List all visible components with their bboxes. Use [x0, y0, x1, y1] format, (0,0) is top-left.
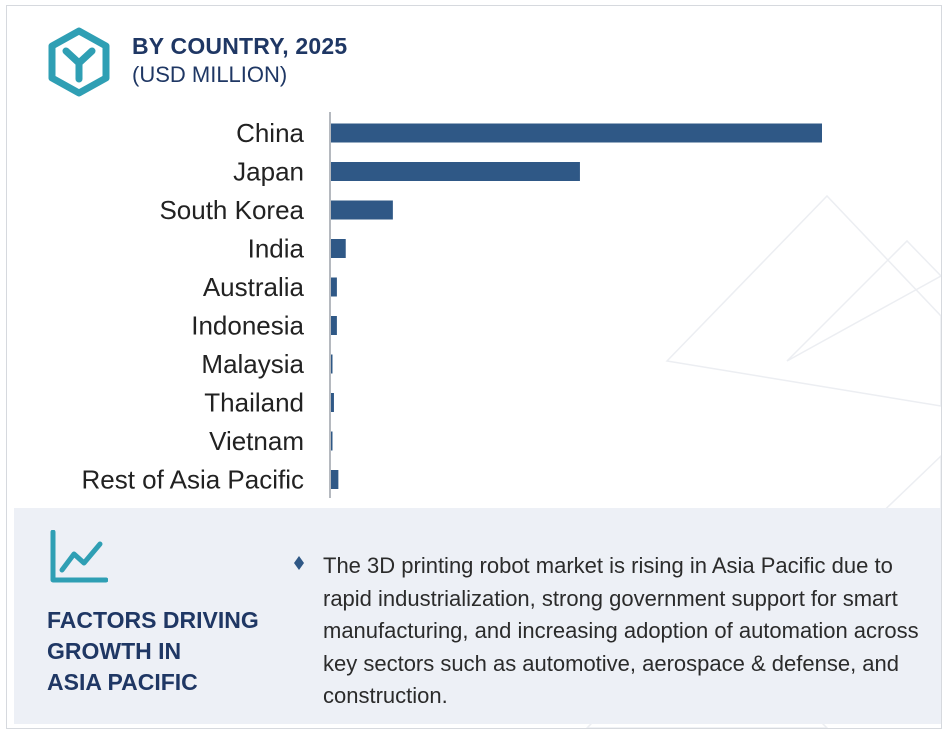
bar-malaysia [331, 354, 333, 374]
trend-chart-icon [50, 530, 108, 583]
category-label: Australia [203, 272, 305, 302]
category-label: Indonesia [191, 311, 304, 341]
category-label: Malaysia [201, 349, 304, 379]
chart-title: BY COUNTRY, 2025 [132, 33, 348, 59]
bar-chart: China Japan South Korea India Australia Indon… [81, 112, 822, 498]
factors-title-line: FACTORS DRIVING [47, 607, 259, 633]
factors-description: The 3D printing robot market is rising i… [323, 553, 919, 708]
category-label: India [248, 234, 305, 264]
bar-australia [331, 277, 337, 297]
hexagon-y-icon [48, 27, 110, 97]
chart-card: BY COUNTRY, 2025 (USD MILLION) China Japa… [6, 5, 942, 729]
factors-title: FACTORS DRIVING GROWTH IN ASIA PACIFIC [47, 605, 277, 698]
bar-indonesia [331, 316, 337, 335]
bar-japan [331, 162, 580, 181]
category-label: Vietnam [209, 426, 304, 456]
factors-title-line: GROWTH IN [47, 638, 182, 664]
bar-vietnam [331, 431, 333, 451]
category-label: Japan [233, 157, 304, 187]
category-label: Thailand [204, 388, 304, 418]
bar-rest-of-asia-pacific [331, 470, 339, 489]
bar-india [331, 239, 346, 258]
diamond-bullet-icon [294, 556, 304, 570]
factors-panel: FACTORS DRIVING GROWTH IN ASIA PACIFIC T… [14, 508, 941, 724]
category-label: China [236, 118, 304, 148]
category-label: Rest of Asia Pacific [81, 465, 304, 495]
bar-thailand [331, 393, 334, 412]
chart-subtitle: (USD MILLION) [132, 62, 288, 87]
bar-china [331, 123, 822, 143]
factors-title-line: ASIA PACIFIC [47, 669, 198, 695]
category-label: South Korea [159, 195, 304, 225]
bar-south-korea [331, 200, 393, 220]
